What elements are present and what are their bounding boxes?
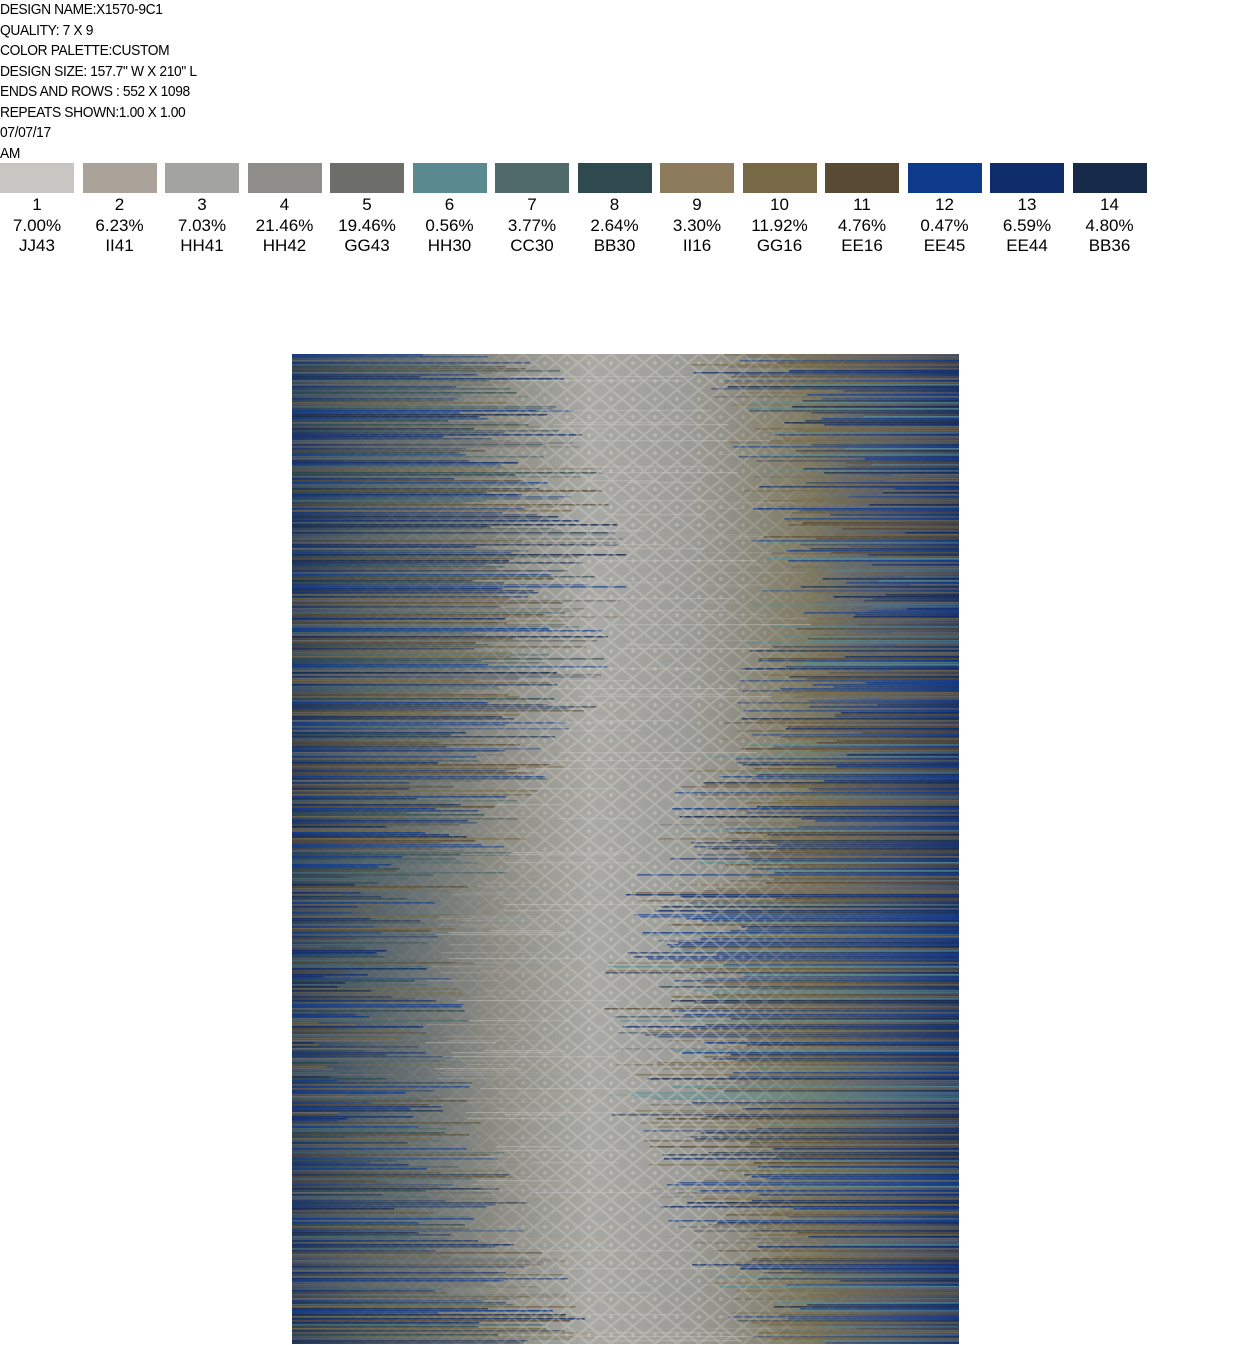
- palette-entry: 1 7.00% JJ43: [0, 163, 83, 257]
- swatch-index: 7: [527, 195, 537, 214]
- color-palette-legend: 1 7.00% JJ43 2 6.23% II41 3 7.03% HH41 4…: [0, 163, 1160, 263]
- swatch-code: GG43: [344, 236, 390, 255]
- design-name-text: DESIGN NAME:X1570-9C1: [0, 1, 163, 18]
- swatch-percent: 4.80%: [1085, 215, 1134, 235]
- swatch-code: BB30: [593, 236, 636, 255]
- swatch-code: BB36: [1088, 236, 1131, 255]
- swatch-code: II41: [105, 236, 134, 255]
- swatch-percent: 11.92%: [751, 215, 808, 235]
- swatch-index: 5: [362, 195, 372, 214]
- palette-entry: 4 21.46% HH42: [247, 163, 331, 257]
- swatch-percent: 19.46%: [338, 215, 396, 235]
- color-swatch: [577, 163, 652, 193]
- color-swatch: [0, 163, 74, 193]
- swatch-index: 8: [609, 195, 620, 214]
- palette-entry: 12 0.47% EE45: [907, 163, 991, 257]
- swatch-code: CC30: [510, 236, 554, 255]
- color-swatch: [907, 163, 982, 193]
- color-swatch: [1072, 163, 1147, 193]
- color-swatch: [742, 163, 817, 193]
- ends-rows-text: ENDS AND ROWS : 552 X 1098: [0, 83, 190, 100]
- palette-entry: 14 4.80% BB36: [1072, 163, 1156, 257]
- palette-entry: 5 19.46% GG43: [330, 163, 413, 257]
- swatch-code: EE45: [923, 236, 966, 255]
- quality-text: QUALITY: 7 X 9: [0, 21, 94, 39]
- color-swatch: [495, 163, 569, 193]
- swatch-code: HH42: [262, 236, 307, 255]
- swatch-index: 12: [935, 195, 954, 214]
- palette-entry: 3 7.03% HH41: [165, 163, 248, 257]
- swatch-index: 4: [279, 195, 290, 214]
- swatch-percent: 0.47%: [920, 215, 969, 235]
- swatch-code: EE16: [841, 236, 883, 255]
- swatch-percent: 7.03%: [177, 215, 227, 235]
- swatch-percent: 2.64%: [590, 215, 639, 235]
- swatch-index: 11: [853, 195, 871, 214]
- swatch-percent: 6.59%: [1002, 215, 1052, 235]
- palette-entry: 6 0.56% HH30: [412, 163, 496, 257]
- date-text: 07/07/17: [0, 124, 51, 141]
- swatch-code: GG16: [756, 236, 803, 255]
- swatch-percent: 21.46%: [255, 215, 314, 235]
- rug-design-preview: [292, 354, 959, 1344]
- swatch-percent: 0.56%: [425, 215, 474, 235]
- palette-entry: 2 6.23% II41: [82, 163, 166, 257]
- swatch-percent: 3.77%: [507, 215, 557, 235]
- swatch-index: 1: [32, 195, 42, 214]
- color-palette-text: COLOR PALETTE:CUSTOM: [0, 42, 170, 59]
- swatch-index: 14: [1100, 195, 1119, 214]
- design-size-text: DESIGN SIZE: 157.7" W X 210" L: [0, 62, 197, 80]
- time-text: AM: [0, 144, 20, 162]
- swatch-percent: 4.76%: [837, 215, 887, 235]
- swatch-index: 9: [692, 195, 702, 214]
- swatch-percent: 6.23%: [95, 215, 144, 235]
- swatch-code: HH30: [427, 236, 472, 255]
- palette-entry: 13 6.59% EE44: [990, 163, 1073, 257]
- design-spec-header: DESIGN NAME:X1570-9C1 QUALITY: 7 X 9 COL…: [0, 0, 400, 164]
- palette-entry: 9 3.30% II16: [660, 163, 743, 257]
- palette-entry: 11 4.76% EE16: [825, 163, 908, 257]
- rug-pattern-image: [292, 354, 959, 1344]
- color-swatch: [82, 163, 157, 193]
- repeats-text: REPEATS SHOWN:1.00 X 1.00: [0, 103, 186, 121]
- color-swatch: [330, 163, 404, 193]
- swatch-percent: 7.00%: [12, 215, 62, 235]
- palette-entry: 10 11.92% GG16: [742, 163, 826, 257]
- swatch-code: II16: [682, 236, 712, 255]
- swatch-code: JJ43: [19, 236, 55, 255]
- palette-entry: 7 3.77% CC30: [495, 163, 578, 257]
- swatch-index: 13: [1017, 195, 1037, 214]
- swatch-percent: 3.30%: [672, 215, 722, 235]
- color-swatch: [990, 163, 1064, 193]
- swatch-index: 10: [770, 195, 789, 214]
- color-swatch: [412, 163, 487, 193]
- swatch-index: 6: [444, 195, 455, 214]
- swatch-index: 3: [197, 195, 207, 214]
- color-swatch: [825, 163, 899, 193]
- swatch-code: EE44: [1006, 236, 1048, 255]
- swatch-code: HH41: [180, 236, 224, 255]
- swatch-index: 2: [114, 195, 125, 214]
- color-swatch: [660, 163, 734, 193]
- palette-entry: 8 2.64% BB30: [577, 163, 661, 257]
- color-swatch: [247, 163, 322, 193]
- color-swatch: [165, 163, 239, 193]
